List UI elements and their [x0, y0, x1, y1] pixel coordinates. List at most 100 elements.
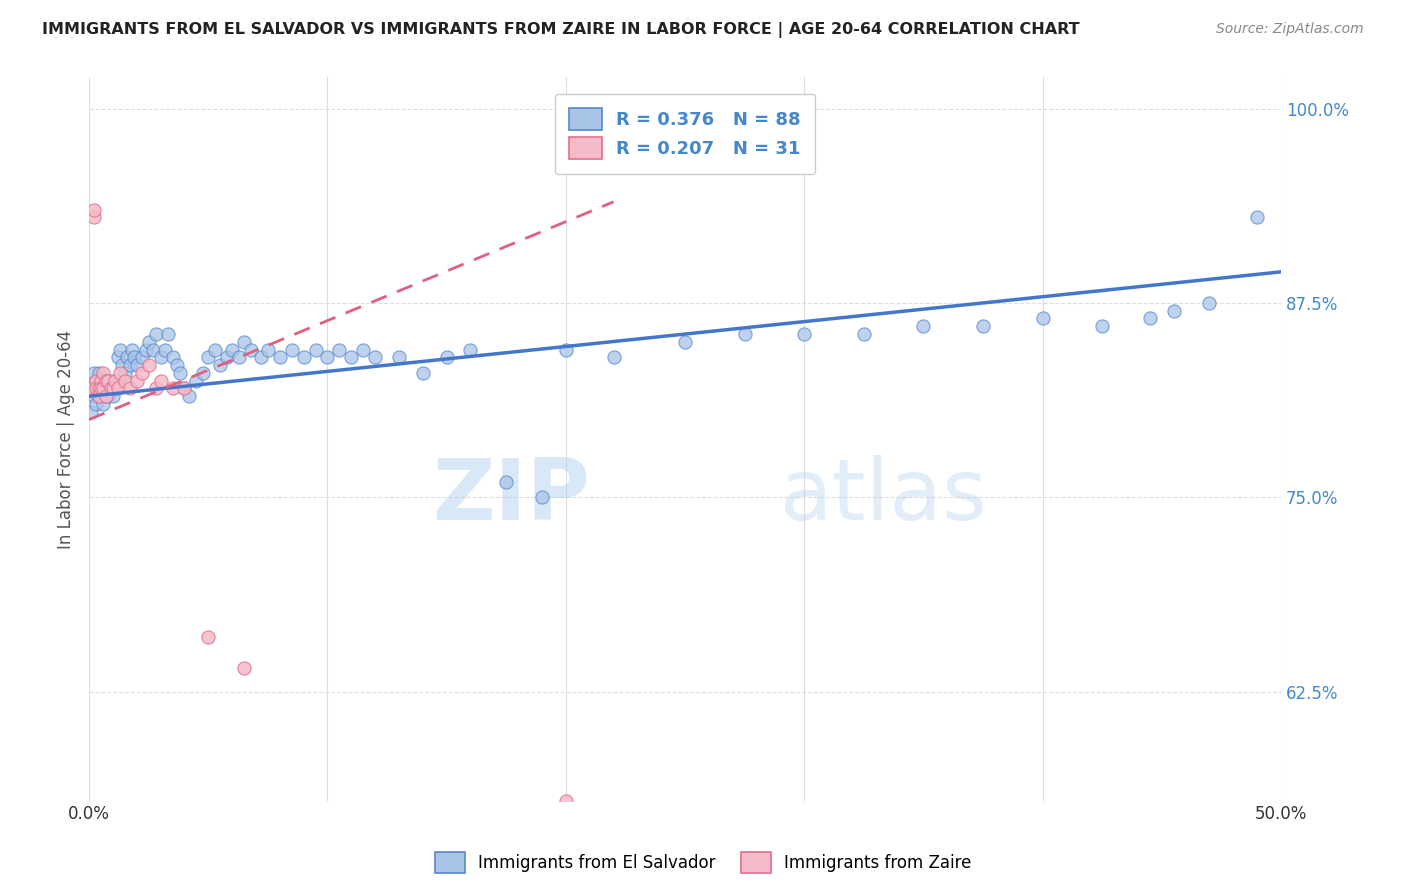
Point [131, 366, 153, 380]
Point [149, 374, 172, 388]
Point [90, 382, 112, 396]
Point [1139, 311, 1161, 326]
Point [554, 343, 576, 357]
Point [304, 343, 326, 357]
Point [107, 374, 129, 388]
Point [912, 319, 935, 334]
Point [179, 389, 201, 403]
Point [87, 389, 110, 403]
Point [217, 351, 239, 365]
Point [149, 351, 172, 365]
Point [100, 382, 122, 396]
Point [138, 334, 160, 349]
Point [673, 334, 696, 349]
Text: ZIP: ZIP [432, 456, 589, 539]
Point [554, 794, 576, 808]
Point [84, 397, 107, 411]
Legend: Immigrants from El Salvador, Immigrants from Zaire: Immigrants from El Salvador, Immigrants … [427, 846, 979, 880]
Legend: R = 0.376   N = 88, R = 0.207   N = 31: R = 0.376 N = 88, R = 0.207 N = 31 [555, 94, 815, 174]
Point [388, 351, 411, 365]
Point [97, 374, 120, 388]
Y-axis label: In Labor Force | Age 20-64: In Labor Force | Age 20-64 [58, 329, 75, 549]
Point [1163, 303, 1185, 318]
Point [972, 319, 994, 334]
Point [104, 382, 127, 396]
Point [249, 351, 271, 365]
Point [84, 382, 107, 396]
Point [90, 374, 112, 388]
Point [436, 351, 458, 365]
Point [221, 343, 243, 357]
Point [124, 351, 146, 365]
Point [87, 382, 110, 396]
Point [93, 382, 115, 396]
Point [94, 389, 117, 403]
Point [233, 334, 256, 349]
Point [155, 343, 177, 357]
Point [1198, 296, 1220, 310]
Point [530, 491, 553, 505]
Point [125, 358, 148, 372]
Point [145, 382, 167, 396]
Point [90, 382, 112, 396]
Point [125, 374, 148, 388]
Point [83, 202, 105, 217]
Text: IMMIGRANTS FROM EL SALVADOR VS IMMIGRANTS FROM ZAIRE IN LABOR FORCE | AGE 20-64 : IMMIGRANTS FROM EL SALVADOR VS IMMIGRANT… [42, 22, 1080, 38]
Point [97, 389, 120, 403]
Point [101, 382, 124, 396]
Point [84, 374, 107, 388]
Point [94, 374, 117, 388]
Point [173, 382, 195, 396]
Point [166, 358, 188, 372]
Point [108, 343, 131, 357]
Point [84, 374, 107, 388]
Point [114, 374, 136, 388]
Point [328, 343, 350, 357]
Point [84, 382, 107, 396]
Point [83, 389, 105, 403]
Point [852, 326, 875, 341]
Point [412, 366, 434, 380]
Point [104, 374, 127, 388]
Point [280, 343, 302, 357]
Point [97, 382, 120, 396]
Point [83, 366, 105, 380]
Point [115, 351, 138, 365]
Point [83, 211, 105, 225]
Point [257, 343, 280, 357]
Point [87, 389, 110, 403]
Point [93, 382, 115, 396]
Point [142, 343, 165, 357]
Point [228, 351, 250, 365]
Point [197, 351, 219, 365]
Point [793, 326, 815, 341]
Point [734, 326, 756, 341]
Point [162, 382, 184, 396]
Point [156, 326, 179, 341]
Point [173, 382, 195, 396]
Point [80, 382, 103, 396]
Point [90, 374, 112, 388]
Point [87, 382, 110, 396]
Point [169, 366, 191, 380]
Point [1032, 311, 1054, 326]
Point [107, 351, 129, 365]
Point [316, 351, 339, 365]
Point [111, 358, 134, 372]
Point [495, 475, 517, 489]
Point [209, 358, 232, 372]
Point [197, 630, 219, 644]
Point [186, 374, 208, 388]
Point [90, 389, 112, 403]
Point [1091, 319, 1114, 334]
Point [121, 343, 143, 357]
Point [107, 382, 129, 396]
Point [118, 382, 141, 396]
Point [460, 343, 482, 357]
Point [101, 389, 124, 403]
Point [80, 405, 103, 419]
Point [100, 382, 122, 396]
Point [118, 358, 141, 372]
Point [94, 382, 117, 396]
Point [145, 326, 167, 341]
